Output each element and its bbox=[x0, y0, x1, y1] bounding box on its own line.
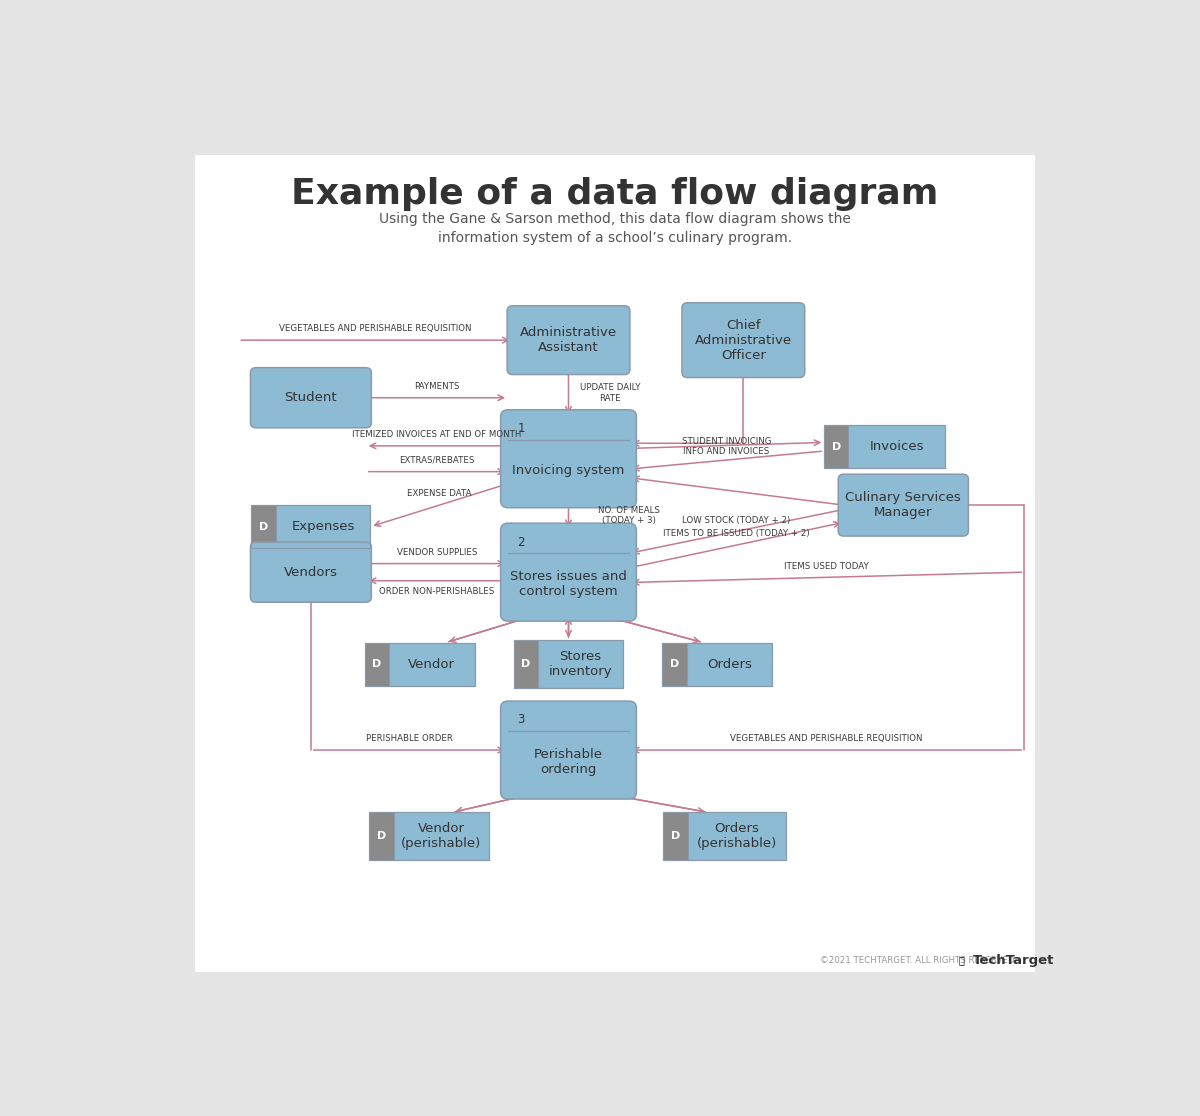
Text: Culinary Services
Manager: Culinary Services Manager bbox=[846, 491, 961, 519]
Text: D: D bbox=[377, 831, 386, 841]
Bar bbox=[688, 812, 786, 859]
Bar bbox=[370, 812, 488, 859]
FancyBboxPatch shape bbox=[839, 474, 968, 536]
Text: VEGETABLES AND PERISHABLE REQUISITION: VEGETABLES AND PERISHABLE REQUISITION bbox=[731, 734, 923, 743]
FancyBboxPatch shape bbox=[500, 523, 636, 622]
Text: 2: 2 bbox=[517, 536, 524, 549]
Text: EXTRAS/REBATES: EXTRAS/REBATES bbox=[400, 456, 474, 465]
Bar bbox=[662, 643, 686, 685]
Text: PAYMENTS: PAYMENTS bbox=[414, 382, 460, 391]
Text: Expenses: Expenses bbox=[292, 520, 355, 533]
Text: PERISHABLE ORDER: PERISHABLE ORDER bbox=[366, 734, 452, 743]
Bar bbox=[824, 425, 946, 469]
FancyBboxPatch shape bbox=[682, 302, 805, 377]
Text: D: D bbox=[372, 660, 382, 670]
Text: Invoicing system: Invoicing system bbox=[512, 464, 625, 477]
Bar bbox=[824, 425, 848, 469]
Text: LOW STOCK (TODAY + 2): LOW STOCK (TODAY + 2) bbox=[683, 516, 791, 525]
Text: D: D bbox=[670, 660, 679, 670]
FancyBboxPatch shape bbox=[500, 701, 636, 799]
Bar bbox=[365, 643, 474, 685]
Text: Vendor
(perishable): Vendor (perishable) bbox=[401, 822, 481, 850]
FancyBboxPatch shape bbox=[251, 542, 371, 603]
Text: Vendor: Vendor bbox=[408, 657, 455, 671]
Text: D: D bbox=[521, 660, 530, 670]
Bar bbox=[276, 506, 371, 548]
Bar bbox=[389, 643, 474, 685]
FancyBboxPatch shape bbox=[251, 367, 371, 427]
Text: Orders
(perishable): Orders (perishable) bbox=[697, 822, 776, 850]
Text: 1: 1 bbox=[517, 422, 524, 435]
Bar bbox=[514, 641, 623, 687]
Text: Perishable
ordering: Perishable ordering bbox=[534, 748, 604, 776]
Text: NO. OF MEALS
(TODAY + 3): NO. OF MEALS (TODAY + 3) bbox=[598, 506, 660, 526]
Text: 👁: 👁 bbox=[958, 955, 964, 965]
FancyBboxPatch shape bbox=[500, 410, 636, 508]
Text: D: D bbox=[671, 831, 680, 841]
Text: VENDOR SUPPLIES: VENDOR SUPPLIES bbox=[397, 548, 478, 557]
Text: UPDATE DAILY
RATE: UPDATE DAILY RATE bbox=[580, 383, 641, 403]
Text: Example of a data flow diagram: Example of a data flow diagram bbox=[292, 177, 938, 211]
Text: ©2021 TECHTARGET. ALL RIGHTS RESERVED: ©2021 TECHTARGET. ALL RIGHTS RESERVED bbox=[820, 956, 1014, 965]
Bar bbox=[365, 643, 389, 685]
FancyBboxPatch shape bbox=[508, 306, 630, 375]
Text: Stores
inventory: Stores inventory bbox=[548, 651, 612, 679]
Text: Chief
Administrative
Officer: Chief Administrative Officer bbox=[695, 319, 792, 362]
Text: STUDENT INVOICING
INFO AND INVOICES: STUDENT INVOICING INFO AND INVOICES bbox=[682, 436, 772, 456]
Bar bbox=[514, 641, 538, 687]
Text: Student: Student bbox=[284, 392, 337, 404]
Bar bbox=[664, 812, 688, 859]
Bar bbox=[251, 506, 276, 548]
Bar bbox=[848, 425, 946, 469]
Bar bbox=[394, 812, 488, 859]
Text: ITEMS USED TODAY: ITEMS USED TODAY bbox=[785, 561, 869, 570]
Text: VEGETABLES AND PERISHABLE REQUISITION: VEGETABLES AND PERISHABLE REQUISITION bbox=[280, 325, 472, 334]
Text: Vendors: Vendors bbox=[284, 566, 338, 579]
Text: D: D bbox=[832, 442, 841, 452]
Text: 3: 3 bbox=[517, 713, 524, 727]
Bar bbox=[662, 643, 772, 685]
Bar bbox=[370, 812, 394, 859]
Bar bbox=[664, 812, 786, 859]
Text: Using the Gane & Sarson method, this data flow diagram shows the
information sys: Using the Gane & Sarson method, this dat… bbox=[379, 212, 851, 246]
Bar bbox=[686, 643, 772, 685]
FancyBboxPatch shape bbox=[194, 155, 1036, 972]
Bar bbox=[251, 506, 371, 548]
Text: TechTarget: TechTarget bbox=[973, 954, 1055, 968]
Text: Stores issues and
control system: Stores issues and control system bbox=[510, 570, 626, 598]
Text: Orders: Orders bbox=[707, 657, 752, 671]
Text: ITEMIZED INVOICES AT END OF MONTH: ITEMIZED INVOICES AT END OF MONTH bbox=[353, 430, 522, 440]
Text: ORDER NON-PERISHABLES: ORDER NON-PERISHABLES bbox=[379, 587, 494, 596]
Text: ITEMS TO BE ISSUED (TODAY + 2): ITEMS TO BE ISSUED (TODAY + 2) bbox=[664, 529, 810, 538]
Text: D: D bbox=[259, 521, 268, 531]
Text: Invoices: Invoices bbox=[870, 440, 924, 453]
Text: Administrative
Assistant: Administrative Assistant bbox=[520, 326, 617, 354]
Text: EXPENSE DATA: EXPENSE DATA bbox=[407, 490, 472, 499]
Bar bbox=[538, 641, 623, 687]
